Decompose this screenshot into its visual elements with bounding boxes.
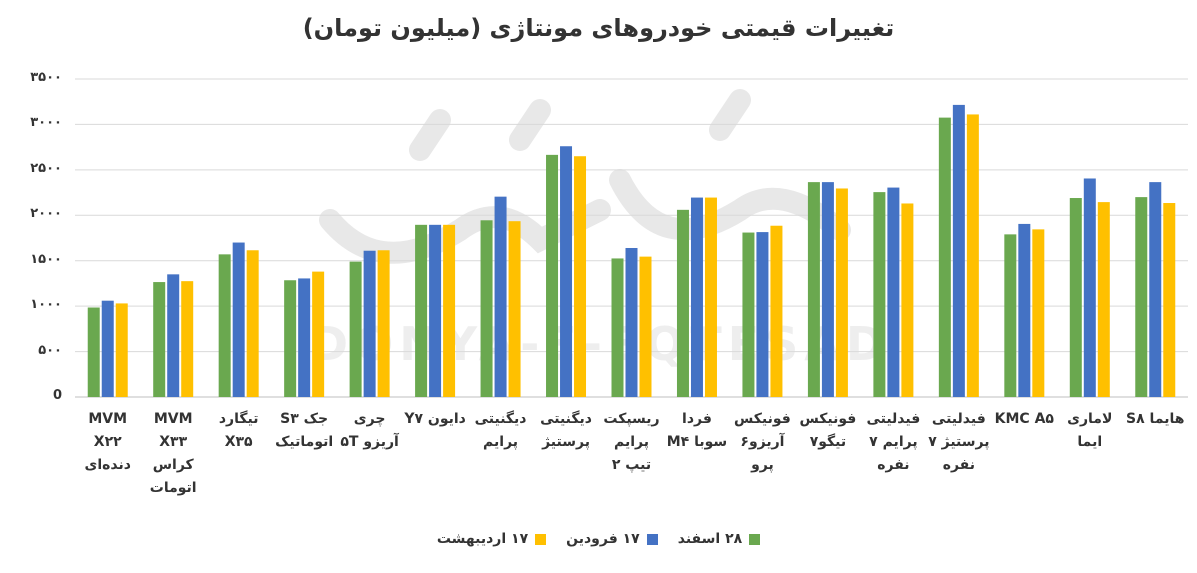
bar-2 [1018, 223, 1031, 397]
bar-1 [1135, 197, 1148, 397]
bar-3 [1032, 229, 1045, 397]
bar-3 [770, 225, 783, 397]
bar-2 [821, 182, 834, 397]
legend-label: ۱۷ فرودین [566, 531, 640, 547]
bar-3 [508, 221, 521, 397]
bar-2 [363, 250, 376, 397]
bar-3 [901, 203, 914, 397]
bar-2 [887, 187, 900, 397]
x-category-label: دیگنیتی پرستیژ [540, 411, 592, 450]
bar-1 [873, 192, 886, 397]
bar-3 [835, 188, 848, 397]
bar-2 [232, 242, 245, 397]
bar-1 [284, 280, 297, 397]
bar-3 [443, 224, 456, 397]
bar-3 [704, 197, 717, 397]
bar-1 [415, 224, 428, 397]
x-category-label: فیدلیتی پرایم ۷ نفره [866, 411, 921, 473]
x-category-label: فونیکس تیگو۷ [799, 411, 857, 450]
bar-1 [546, 154, 559, 397]
legend-label: ۲۸ اسفند [677, 531, 743, 547]
x-category-label: فیدلیتی پرستیژ ۷ نفره [928, 411, 990, 473]
bar-1 [611, 258, 624, 397]
bar-1 [807, 182, 820, 397]
bar-2 [298, 278, 311, 397]
bar-3 [377, 250, 390, 397]
bar-3 [574, 156, 587, 397]
bar-2 [1083, 178, 1096, 397]
x-category-label: دایون Y۷ [404, 411, 466, 427]
y-tick-label: ۱۵۰۰ [30, 251, 62, 267]
bar-2 [690, 197, 703, 397]
y-tick-label: ۳۵۰۰ [30, 70, 62, 85]
bar-1 [153, 282, 166, 397]
y-tick-label: ۲۵۰۰ [30, 160, 62, 176]
x-category-label: KMC A۵ [994, 411, 1054, 427]
legend-item: ۲۸ اسفند [677, 531, 761, 547]
y-tick-label: 0 [52, 388, 62, 403]
bar-3 [181, 281, 194, 397]
x-category-label: فردا سوبا M۴ [666, 411, 728, 450]
legend-item: ۱۷ فرودین [566, 531, 658, 547]
bar-1 [218, 254, 231, 397]
bar-2 [429, 224, 442, 397]
x-category-label: چری آریزو ۵T [340, 411, 399, 450]
bar-1 [938, 117, 951, 397]
y-tick-label: ۵۰۰ [38, 342, 62, 358]
chart-title: تغییرات قیمتی خودروهای مونتاژی (میلیون ت… [302, 14, 895, 42]
bar-3 [246, 250, 259, 397]
legend: ۲۸ اسفند ۱۷ فرودین ۱۷ اردیبهشت [0, 531, 1197, 547]
bar-1 [1069, 198, 1082, 397]
bar-2 [560, 146, 573, 397]
bar-1 [676, 209, 689, 397]
bar-2 [167, 274, 180, 397]
x-category-label: فونیکس آریزو۶ پرو [734, 411, 791, 473]
y-tick-label: ۲۰۰۰ [30, 206, 62, 222]
x-category-label: هایما S۸ [1126, 411, 1185, 427]
legend-swatch [749, 533, 761, 545]
bar-3 [1097, 202, 1110, 397]
x-category-label: MVM X۳۳ کراس اتومات [149, 411, 197, 496]
y-tick-label: ۳۰۰۰ [30, 115, 62, 131]
x-category-label: تیگارد X۳۵ [218, 411, 259, 450]
bar-2 [756, 232, 769, 397]
bar-1 [87, 307, 100, 397]
bar-2 [1149, 182, 1162, 397]
svg-text:DONYA-E-EQTESAD: DONYA-E-EQTESAD [310, 317, 890, 371]
bar-1 [349, 261, 362, 397]
legend-label: ۱۷ اردیبهشت [436, 531, 529, 547]
x-category-label: ریسپکت پرایم تیپ ۲ [603, 411, 660, 473]
bar-2 [494, 196, 507, 397]
x-category-label: دیگنیتی پرایم [474, 411, 527, 450]
bar-3 [639, 256, 652, 397]
y-tick-label: ۱۰۰۰ [30, 297, 62, 313]
legend-item: ۱۷ اردیبهشت [436, 531, 547, 547]
bar-3 [312, 271, 325, 397]
bar-3 [115, 303, 128, 397]
x-category-label: لاماری ایما [1067, 411, 1113, 450]
bar-1 [1004, 234, 1017, 397]
bar-3 [966, 114, 979, 397]
bar-1 [742, 232, 755, 397]
x-category-label: MVM X۲۲ دنده‌ای [84, 411, 131, 473]
bar-2 [625, 247, 638, 397]
bar-3 [1163, 203, 1176, 397]
legend-swatch [646, 533, 658, 545]
bar-2 [101, 300, 114, 397]
x-category-label: جک S۳ اتوماتیک [275, 411, 334, 450]
bar-1 [480, 220, 493, 397]
legend-swatch [535, 533, 547, 545]
bar-2 [952, 104, 965, 397]
watermark-logo: DONYA-E-EQTESAD [310, 89, 890, 371]
